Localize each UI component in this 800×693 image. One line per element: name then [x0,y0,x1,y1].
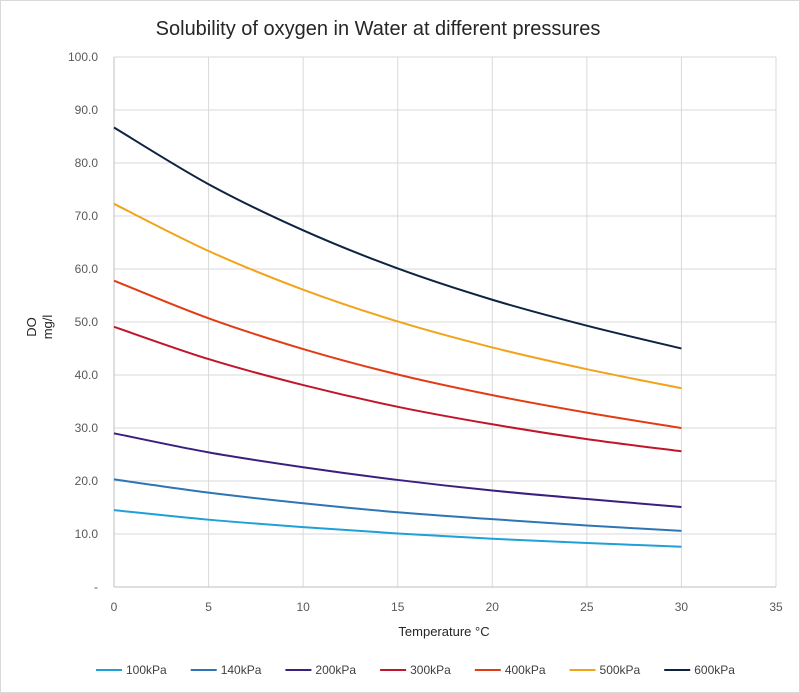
y-tick-label: 70.0 [75,209,99,223]
x-tick-label: 25 [580,600,594,614]
series-line-500kPa [113,202,682,390]
x-tick-label: 10 [296,600,310,614]
axes [113,57,776,588]
y-tick-label: 60.0 [75,262,99,276]
series-line-400kPa [113,279,682,429]
y-tick-label: 100.0 [68,50,98,64]
chart-title: Solubility of oxygen in Water at differe… [156,18,601,40]
series-line-100kPa [113,509,682,548]
x-tick-label: 35 [769,600,783,614]
y-tick-label: 40.0 [75,368,99,382]
y-tick-label: 20.0 [75,474,99,488]
y-axis-title-line-1: DO [24,317,39,337]
legend-label: 400kPa [505,663,546,677]
series-line-200kPa [113,432,682,508]
x-tick-label: 20 [486,600,500,614]
y-axis-title-line-2: mg/l [40,315,55,340]
x-tick-label: 5 [205,600,212,614]
legend-label: 200kPa [315,663,356,677]
x-tick-label: 15 [391,600,405,614]
legend: 100kPa 140kPa 200kPa 300kPa 400kPa 500kPa 600k… [96,663,735,677]
x-tick-label: 0 [111,600,118,614]
series-line-140kPa [113,478,682,532]
legend-label: 500kPa [600,663,641,677]
legend-label: 100kPa [126,663,167,677]
y-tick-label: 10.0 [75,527,99,541]
y-axis-title-group: DO mg/l [24,315,55,340]
series-line-600kPa [113,126,682,350]
legend-label: 300kPa [410,663,451,677]
series-lines [113,126,682,548]
y-tick-label: - [94,580,98,594]
y-tick-label: 90.0 [75,103,99,117]
tick-labels: -10.020.030.040.050.060.070.080.090.0100… [68,50,783,614]
y-tick-label: 50.0 [75,315,99,329]
series-line-300kPa [113,325,682,453]
legend-label: 140kPa [221,663,262,677]
x-tick-label: 30 [675,600,689,614]
x-axis-title: Temperature °C [398,624,489,639]
y-tick-label: 30.0 [75,421,99,435]
y-tick-label: 80.0 [75,156,99,170]
legend-label: 600kPa [694,663,735,677]
